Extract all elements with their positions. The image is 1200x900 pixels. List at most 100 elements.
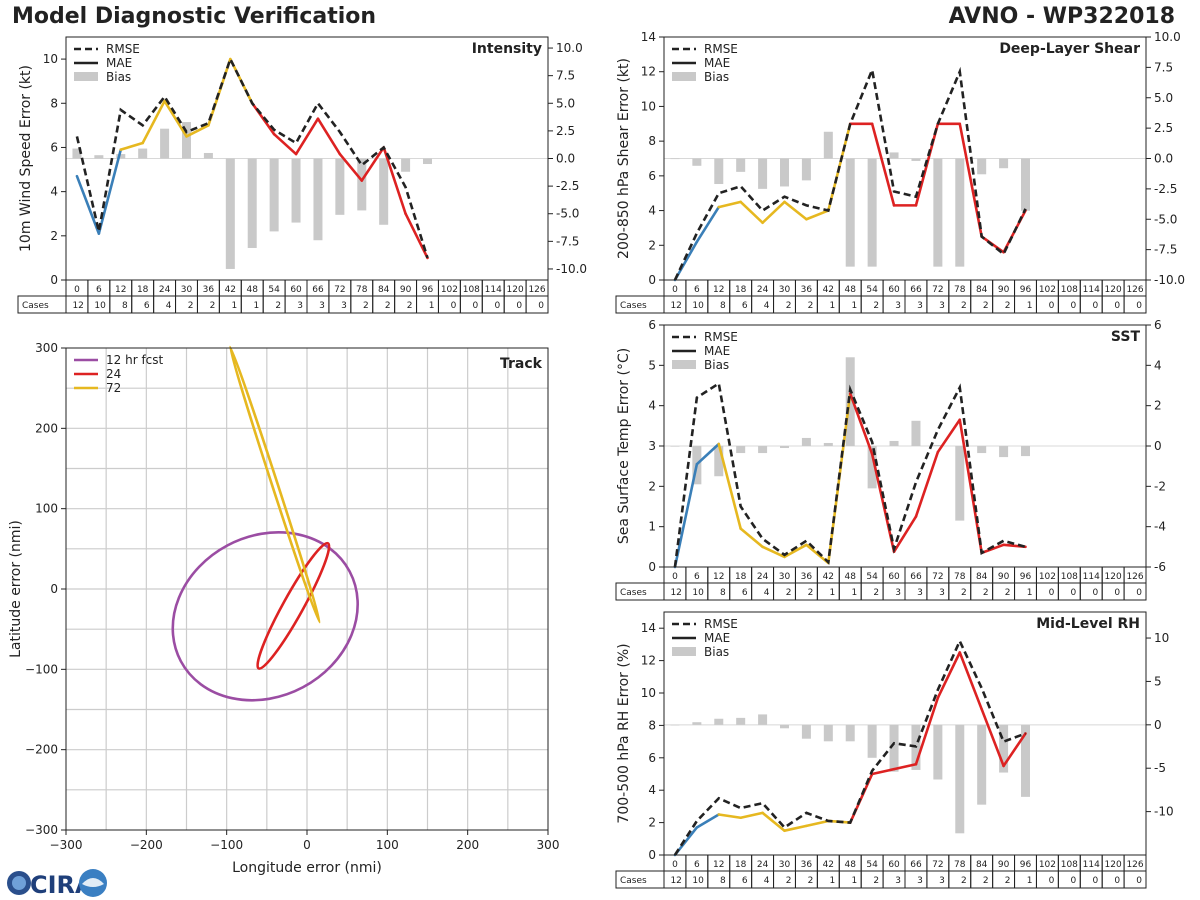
case-cell [773,582,796,601]
case-count: 8 [720,876,726,886]
mae-segment [404,212,429,260]
panel-title: Intensity [472,41,542,57]
y-axis-label: Sea Surface Temp Error (°C) [616,348,632,544]
case-cell [1035,870,1059,889]
y-tick-label: 12 [641,654,656,668]
hour-label: 42 [225,285,236,295]
case-count: 0 [1071,876,1077,886]
y2-tick-label: -10.0 [556,262,587,276]
legend-bias-swatch [672,72,696,81]
mae-segment [761,545,786,559]
case-cell [816,870,840,889]
case-count: 1 [851,301,857,311]
case-count: 0 [516,301,522,311]
mae-segment [695,205,721,244]
hour-label: 6 [694,572,700,582]
case-cell [394,295,418,314]
hour-label: 102 [1039,285,1056,295]
hour-label: 54 [866,285,878,295]
case-cell [306,295,330,314]
page-title: Model Diagnostic Verification [12,4,377,29]
y-tick-label: 2 [648,816,656,830]
y-tick-label: 6 [50,140,58,154]
panel-title: SST [1111,329,1141,345]
hour-label: 30 [779,572,791,582]
case-cell [970,582,994,601]
bias-bar [933,444,943,446]
case-count: 0 [1092,301,1098,311]
mae-segment [294,117,320,156]
case-cell [1057,295,1081,314]
mae-segment [141,99,166,145]
hour-label: 24 [757,572,769,582]
y-tick-label: −200 [25,743,58,757]
hour-label: 42 [823,572,834,582]
bias-bar [823,131,833,159]
bias-bar [291,158,301,223]
hour-label: 60 [888,860,900,870]
case-count: 0 [1092,876,1098,886]
hour-label: 90 [998,860,1010,870]
bias-bar [269,158,279,232]
bias-bar [999,446,1009,458]
case-cell [904,295,928,314]
hour-label: 60 [888,285,900,295]
x-axis-label: Longitude error (nmi) [232,860,382,876]
mae-segment [980,707,1005,768]
hour-label: 114 [485,285,502,295]
y2-tick-label: 2.5 [556,124,575,138]
mae-segment [695,442,721,466]
bias-bar [670,446,680,447]
case-count: 2 [786,588,792,598]
case-count: 0 [1049,301,1055,311]
legend-bias-label: Bias [704,645,729,659]
y2-tick-label: 5 [1154,674,1162,688]
y2-tick-label: 5.0 [556,96,575,110]
case-cell [707,582,731,601]
case-count: 2 [363,301,369,311]
bias-bar [758,714,768,725]
bias-bar [670,158,680,160]
x-tick-label: 0 [303,838,311,852]
hour-label: 126 [1126,285,1143,295]
legend-bias-swatch [672,360,696,369]
case-cell [1123,295,1147,314]
case-count: 2 [808,301,814,311]
hour-label: 30 [779,285,791,295]
y-tick-label: 10 [43,52,58,66]
legend-rmse-label: RMSE [106,42,140,56]
hour-label: 120 [1105,285,1122,295]
case-cell [1014,870,1037,889]
case-count: 6 [742,301,748,311]
bias-bar [1021,446,1030,457]
hour-label: 108 [1061,860,1078,870]
case-cell [882,870,906,889]
case-cell [992,582,1016,601]
mae-segment [97,148,123,235]
case-cell [1057,870,1081,889]
case-count: 3 [319,301,325,311]
case-count: 10 [692,301,704,311]
case-cell [948,582,972,601]
case-count: 8 [122,301,128,311]
case-count: 0 [1071,301,1077,311]
y2-tick-label: -2 [1154,479,1166,493]
y2-tick-label: 0 [1154,439,1162,453]
hour-label: 102 [441,285,458,295]
hour-label: 54 [866,860,878,870]
case-cell [525,295,549,314]
hour-label: 102 [1039,572,1056,582]
mae-segment [185,124,210,138]
bias-bar [780,446,789,449]
bias-bar [357,158,367,211]
case-count: 8 [720,588,726,598]
case-count: 2 [210,301,216,311]
bias-bar [225,158,235,269]
rmse-line [75,55,429,259]
bias-bar [801,158,811,181]
y-tick-label: 5 [648,358,656,372]
case-cell [882,582,906,601]
hour-label: 36 [801,860,813,870]
case-count: 1 [1027,876,1033,886]
bias-bar [736,446,746,454]
